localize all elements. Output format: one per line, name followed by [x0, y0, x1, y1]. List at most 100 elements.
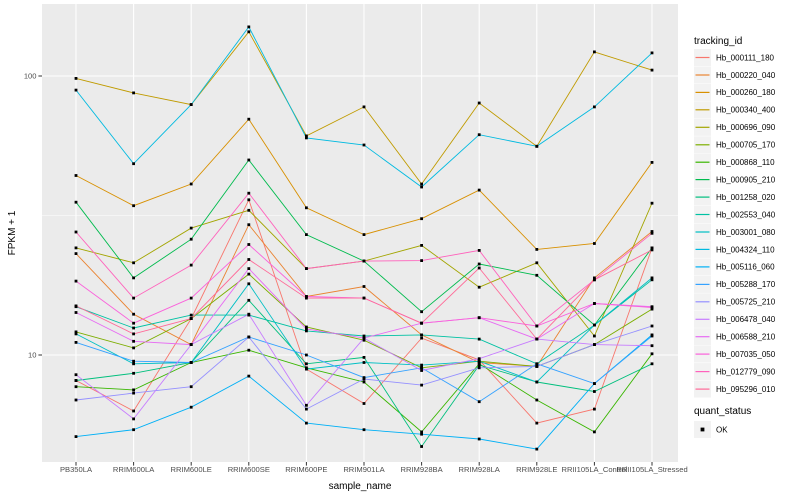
legend-item-label: Hb_005288_170: [716, 280, 776, 289]
point: [247, 191, 251, 195]
y-tick-label: 100: [24, 72, 37, 81]
point: [477, 366, 481, 370]
point: [132, 276, 135, 280]
legend-item-label: Hb_001258_020: [716, 193, 776, 202]
legend-item-label: Hb_000111_180: [716, 53, 775, 62]
point: [305, 407, 308, 411]
point: [132, 346, 135, 350]
x-tick-label: RRIM600LE: [171, 465, 212, 474]
point: [650, 306, 654, 309]
legend-item-label: Hb_003001_080: [716, 228, 776, 237]
point: [74, 435, 78, 438]
point: [535, 273, 539, 277]
point: [650, 278, 654, 282]
point: [189, 385, 193, 389]
point: [74, 252, 78, 255]
legend-tracking: tracking_id Hb_000111_180 Hb_000220_040 Hb_…: [694, 36, 776, 398]
point: [132, 204, 135, 208]
point: [650, 201, 654, 205]
axis-ticks: [38, 75, 653, 466]
point: [535, 365, 539, 368]
legend-item-label: Hb_000905_210: [716, 175, 776, 184]
point: [420, 432, 423, 436]
point: [74, 246, 78, 250]
legend-item-label: Hb_006478_040: [716, 315, 776, 324]
point: [74, 385, 78, 389]
legend-item: Hb_000868_110: [694, 153, 775, 171]
point: [247, 282, 251, 286]
legend-item-label: Hb_000868_110: [716, 158, 775, 167]
point: [650, 334, 654, 338]
point: [74, 304, 78, 308]
point: [132, 326, 135, 330]
black-square-marker: [700, 427, 705, 432]
point: [74, 330, 78, 334]
point: [477, 437, 481, 441]
point: [189, 313, 193, 317]
point: [132, 296, 135, 300]
x-tick-label: RRIM928LA: [459, 465, 501, 474]
point: [132, 388, 135, 392]
point: [305, 233, 308, 236]
point: [132, 409, 135, 413]
point: [305, 403, 308, 407]
point: [247, 30, 251, 34]
y-tick-label: 10: [28, 351, 36, 360]
point: [535, 144, 539, 148]
point: [420, 244, 423, 247]
point: [477, 357, 481, 361]
point: [477, 316, 481, 320]
legend-item-label: Hb_012779_090: [716, 367, 776, 376]
point: [189, 361, 193, 364]
point: [305, 134, 308, 138]
point: [247, 208, 251, 212]
point: [593, 276, 596, 280]
point: [362, 356, 366, 359]
point: [362, 428, 366, 432]
legend-item: Hb_012779_090: [694, 363, 776, 381]
point: [420, 182, 423, 186]
x-tick-label: RRIM600SE: [228, 465, 270, 474]
point: [74, 341, 78, 344]
point: [362, 361, 366, 364]
legend-item-label: Hb_000696_090: [716, 123, 776, 132]
legend-item: Hb_000705_170: [694, 136, 776, 154]
point: [362, 336, 366, 340]
point: [305, 353, 308, 357]
x-axis-title: sample_name: [329, 481, 392, 492]
point: [247, 158, 251, 162]
legend-item-label: Hb_000705_170: [716, 141, 776, 150]
x-tick-label: PB350LA: [60, 465, 93, 474]
point: [247, 243, 251, 246]
point: [362, 143, 366, 147]
point: [189, 182, 193, 186]
legend-item: Hb_005116_060: [694, 258, 775, 276]
x-tick-label: RRIM600LA: [113, 465, 155, 474]
point: [132, 261, 135, 265]
point: [593, 390, 596, 393]
legend-item: Hb_000111_180: [694, 49, 775, 66]
point: [593, 50, 596, 54]
legend-item-label: Hb_005725_210: [716, 298, 776, 307]
legend-item-label: Hb_007035_050: [716, 350, 776, 359]
point: [74, 311, 78, 314]
point: [535, 261, 539, 265]
point: [593, 242, 596, 245]
point: [593, 334, 596, 338]
point: [247, 348, 251, 352]
point: [650, 362, 654, 366]
point: [535, 337, 539, 341]
x-tick-label: RRII105LA_Stressed: [616, 465, 687, 474]
point: [132, 417, 135, 421]
legend-item-label: Hb_000260_180: [716, 88, 776, 97]
y-axis-title: FPKM + 1: [7, 210, 18, 255]
point: [132, 428, 135, 432]
point: [477, 101, 481, 105]
point: [74, 332, 78, 336]
point: [477, 188, 481, 192]
point: [593, 382, 596, 385]
legend-item: Hb_007035_050: [694, 345, 776, 363]
point: [305, 362, 308, 366]
point: [420, 217, 423, 221]
